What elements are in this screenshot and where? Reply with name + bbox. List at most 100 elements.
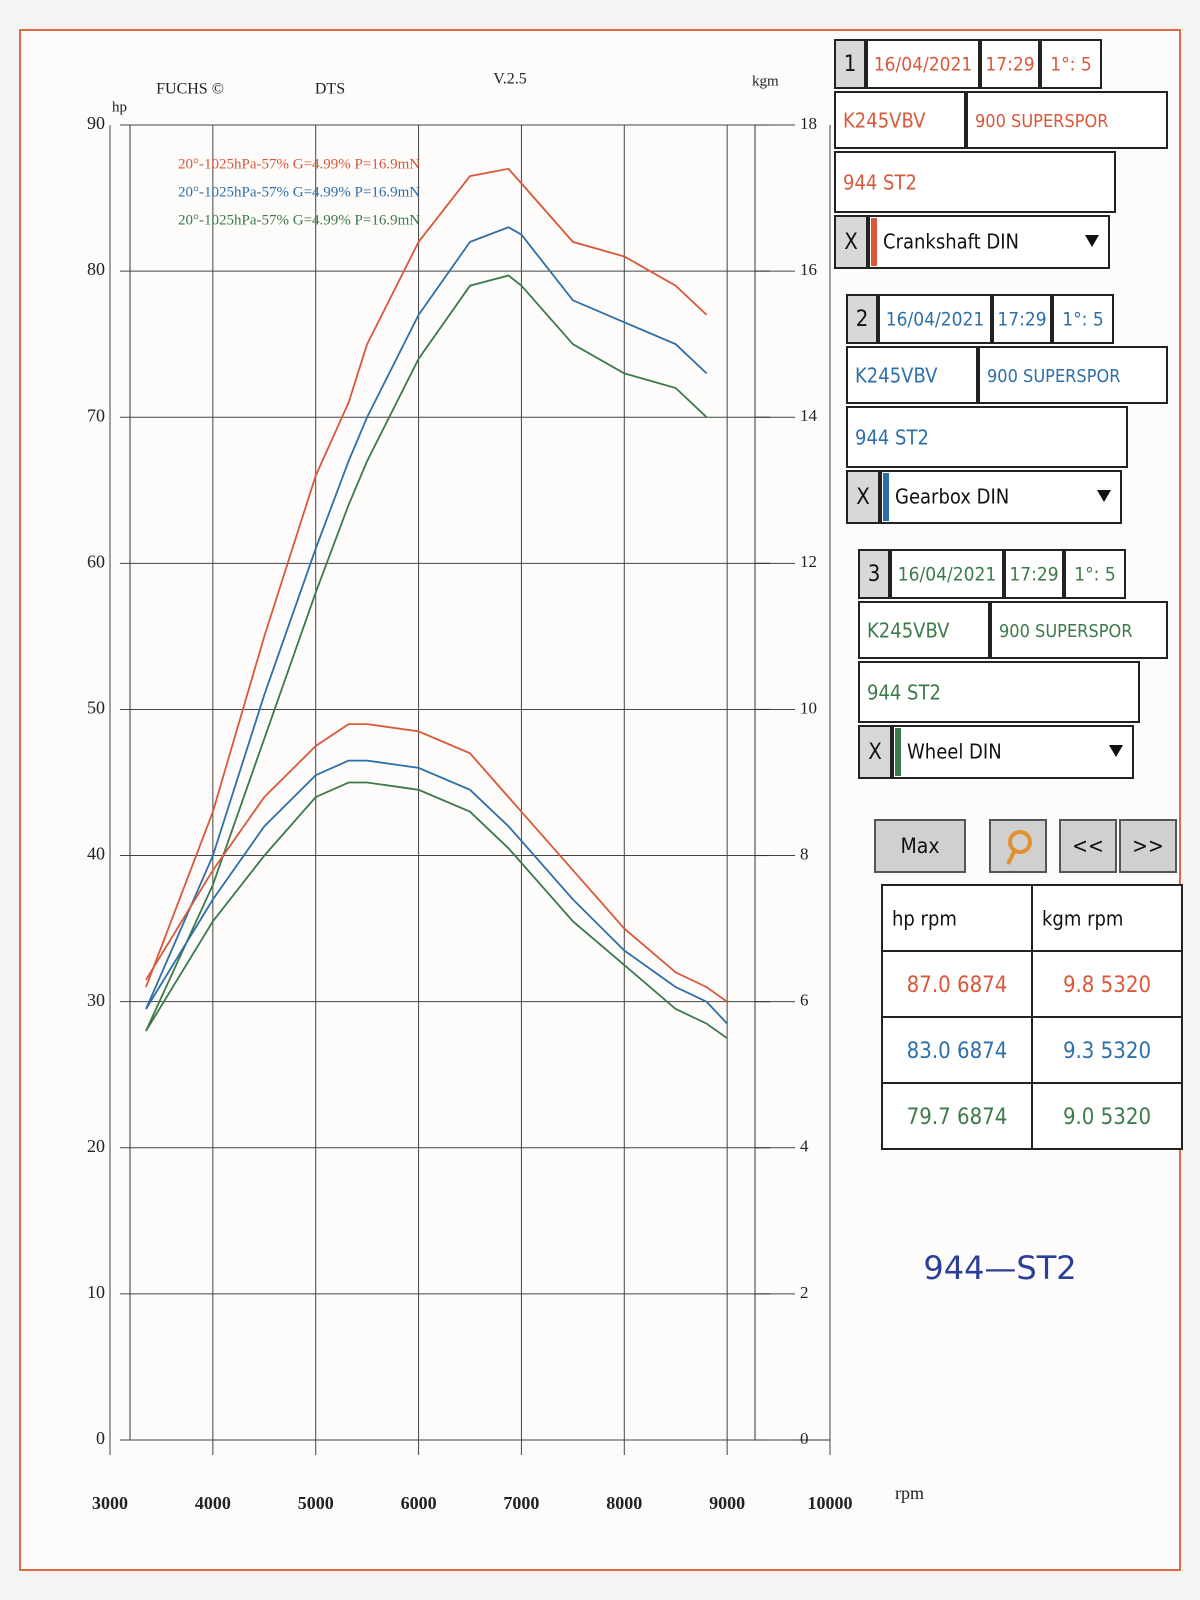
time-cell — [1004, 549, 1064, 599]
run-date: 16/04/2021 — [898, 564, 997, 586]
data-line — [145, 167, 708, 988]
engine-cell — [846, 406, 1128, 468]
run-time: 17:29 — [1009, 564, 1058, 586]
close-label: X — [856, 485, 870, 510]
table-cell — [881, 950, 1033, 1018]
y-tick-label: 50 — [87, 698, 105, 718]
x-tick-label: 4000 — [195, 1493, 231, 1513]
y-tick-label: 60 — [87, 551, 105, 571]
run-plate: K245VBV — [867, 619, 950, 643]
mode-color — [883, 473, 889, 521]
zoom-button[interactable] — [989, 819, 1047, 873]
table-value: 9.8 5320 — [1063, 973, 1151, 998]
y2-tick-label: 6 — [800, 991, 809, 1010]
data-line — [145, 759, 728, 1025]
table-header: kgm rpm — [1042, 907, 1123, 931]
legend-entry: 20°-1025hPa-57% G=4.99% P=16.9mN — [178, 212, 420, 228]
x-axis-title: rpm — [895, 1483, 924, 1503]
table-value: 87.0 6874 — [907, 973, 1008, 998]
y-tick-label: 40 — [87, 844, 105, 864]
mode-select[interactable] — [868, 215, 1110, 269]
run-number: 1 — [844, 52, 857, 77]
engine-cell — [858, 661, 1140, 723]
y2-tick-label: 8 — [800, 844, 809, 863]
number-box — [858, 549, 890, 599]
y2-tick-label: 0 — [800, 1429, 809, 1448]
number-box — [834, 39, 866, 89]
plate-cell — [834, 91, 966, 149]
number-box — [846, 294, 878, 344]
y2-tick-label: 16 — [800, 260, 817, 279]
mode-label: Crankshaft DIN — [883, 230, 1019, 254]
time-cell — [980, 39, 1040, 89]
dropdown-arrow — [1109, 745, 1123, 757]
run-engine: 944 ST2 — [855, 426, 929, 450]
table-value: 79.7 6874 — [907, 1105, 1008, 1130]
close-label: X — [844, 230, 858, 255]
data-line — [145, 226, 708, 1010]
table-cell — [1031, 1082, 1183, 1150]
y-axis-title: hp — [112, 99, 127, 115]
mode-select[interactable] — [892, 725, 1134, 779]
mode-label: Wheel DIN — [907, 740, 1002, 764]
button[interactable] — [874, 819, 966, 873]
run-time: 17:29 — [985, 54, 1034, 76]
model-cell — [978, 346, 1168, 404]
table-cell — [1031, 950, 1183, 1018]
y-tick-label: 70 — [87, 405, 105, 425]
x-tick-label: 3000 — [92, 1493, 128, 1513]
x-tick-label: 9000 — [709, 1493, 745, 1513]
run-plate: K245VBV — [843, 109, 926, 133]
y2-tick-label: 4 — [800, 1137, 809, 1156]
y-tick-label: 80 — [87, 259, 105, 279]
model-cell — [990, 601, 1168, 659]
y2-tick-label: 14 — [800, 406, 818, 425]
date-cell — [866, 39, 980, 89]
table-cell — [1031, 884, 1183, 952]
zoom-icon — [1006, 851, 1016, 865]
close-button[interactable] — [846, 470, 880, 524]
ratio-cell — [1064, 549, 1126, 599]
mode-color — [871, 218, 877, 266]
y-tick-label: 90 — [87, 113, 105, 133]
mode-label: Gearbox DIN — [895, 485, 1009, 509]
data-line — [145, 723, 728, 1003]
x-tick-label: 7000 — [503, 1493, 539, 1513]
table-value: 9.0 5320 — [1063, 1105, 1151, 1130]
run-engine: 944 ST2 — [843, 171, 917, 195]
run-number: 3 — [868, 562, 881, 587]
close-button[interactable] — [834, 215, 868, 269]
table-header: hp rpm — [892, 907, 957, 931]
mode-select[interactable] — [880, 470, 1122, 524]
x-tick-label: 5000 — [298, 1493, 334, 1513]
run-ratio: 1°: 5 — [1062, 309, 1103, 331]
zoom-icon — [1008, 830, 1032, 854]
button[interactable] — [1119, 819, 1177, 873]
run-model: 900 SUPERSPOR — [987, 366, 1120, 387]
plate-cell — [846, 346, 978, 404]
ratio-cell — [1052, 294, 1114, 344]
dropdown-arrow — [1085, 235, 1099, 247]
x-tick-label: 8000 — [606, 1493, 642, 1513]
run-ratio: 1°: 5 — [1050, 54, 1091, 76]
run-ratio: 1°: 5 — [1074, 564, 1115, 586]
legend-entry: 20°-1025hPa-57% G=4.99% P=16.9mN — [178, 156, 420, 172]
run-plate: K245VBV — [855, 364, 938, 388]
button-label: >> — [1132, 834, 1164, 858]
header-text: FUCHS © — [156, 81, 224, 98]
data-line — [145, 781, 728, 1039]
y2-tick-label: 18 — [800, 114, 817, 133]
y-tick-label: 30 — [87, 990, 105, 1010]
run-model: 900 SUPERSPOR — [999, 621, 1132, 642]
plate-cell — [858, 601, 990, 659]
table-value: 9.3 5320 — [1063, 1039, 1151, 1064]
x-tick-label: 6000 — [401, 1493, 437, 1513]
close-button[interactable] — [858, 725, 892, 779]
run-date: 16/04/2021 — [886, 309, 985, 331]
ratio-cell — [1040, 39, 1102, 89]
button[interactable] — [1059, 819, 1117, 873]
button-label: << — [1072, 834, 1104, 858]
y-tick-label: 0 — [96, 1428, 105, 1448]
run-engine: 944 ST2 — [867, 681, 941, 705]
